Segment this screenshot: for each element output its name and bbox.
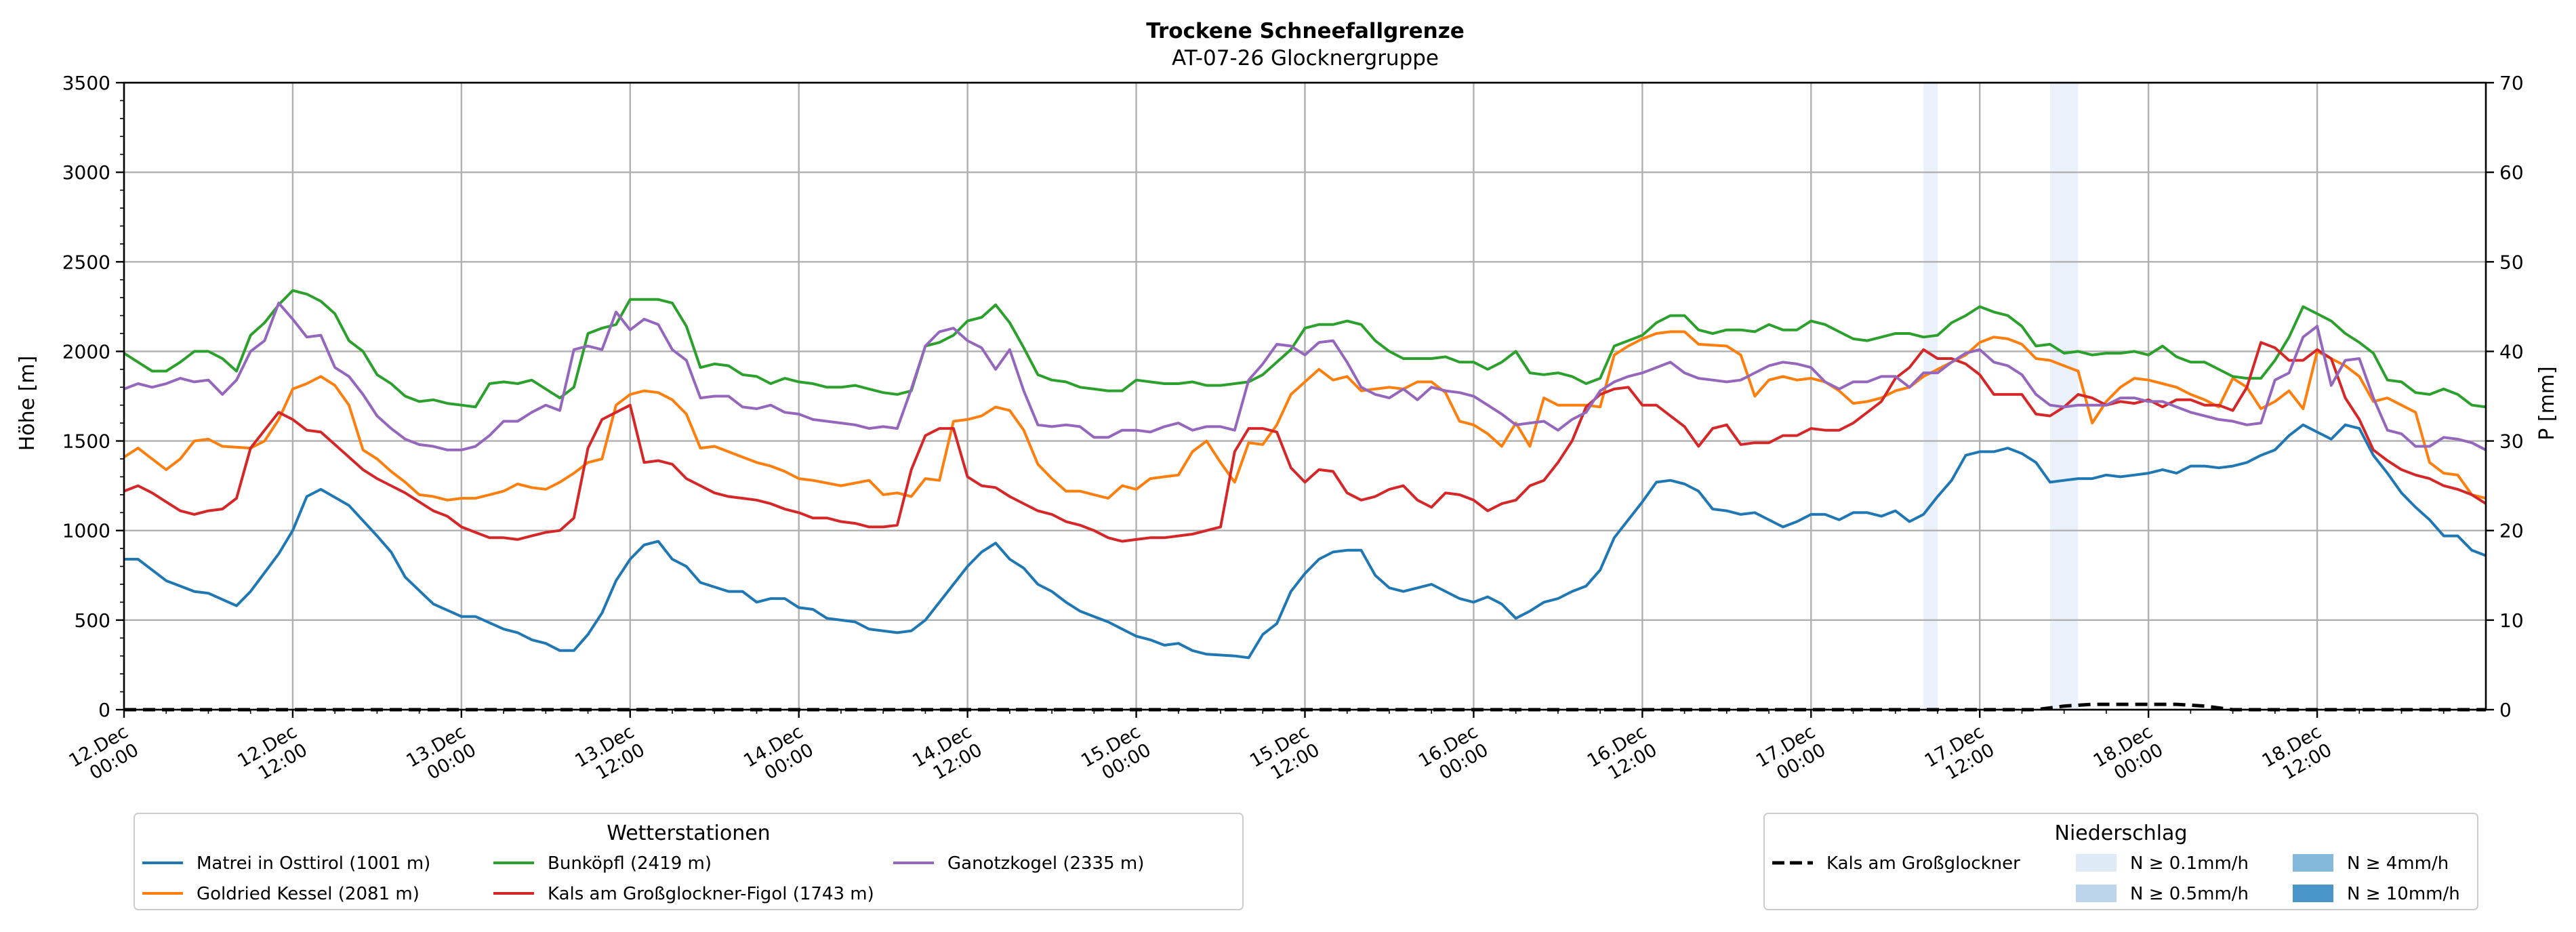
y-tick-label: 500 bbox=[75, 609, 110, 632]
y-right-tick-label: 50 bbox=[2499, 251, 2524, 273]
chart-title: Trockene Schneefallgrenze bbox=[1146, 19, 1465, 43]
legend-precip-swatch-0 bbox=[2076, 854, 2117, 872]
legend-precip-swatch-2 bbox=[2293, 854, 2333, 872]
y-tick-label: 0 bbox=[98, 699, 110, 721]
series-lines bbox=[123, 289, 2487, 712]
y-right-tick-label: 0 bbox=[2499, 699, 2512, 721]
legend-precip: Niederschlag Kals am Großglockner N ≥ 0.1m… bbox=[1763, 813, 2478, 910]
legend-precip-label-0: N ≥ 0.1mm/h bbox=[2130, 853, 2249, 874]
legend-precip-label-3: N ≥ 10mm/h bbox=[2347, 884, 2460, 904]
legend-stations-title: Wetterstationen bbox=[607, 822, 770, 845]
y-right-tick-label: 20 bbox=[2499, 520, 2524, 542]
legend-station-label-1: Goldried Kessel (2081 m) bbox=[197, 884, 420, 904]
precip-band-1 bbox=[2049, 83, 2079, 710]
y-tick-label: 2000 bbox=[62, 340, 110, 363]
y-right-tick-label: 30 bbox=[2499, 430, 2524, 453]
series-line-2 bbox=[123, 289, 2487, 409]
series-line-3 bbox=[123, 341, 2487, 543]
legend-stations-box bbox=[134, 813, 1244, 910]
series-line-4 bbox=[123, 302, 2487, 451]
legend-precip-swatch-1 bbox=[2076, 885, 2117, 902]
chart-subtitle: AT-07-26 Glocknergruppe bbox=[1172, 46, 1439, 70]
legend-precip-label-2: N ≥ 4mm/h bbox=[2347, 853, 2449, 874]
y-tick-label: 2500 bbox=[62, 251, 110, 273]
y-axis-label: Höhe [m] bbox=[16, 356, 39, 451]
legend-station-label-4: Ganotzkogel (2335 m) bbox=[947, 853, 1144, 874]
legend-precip-swatch-3 bbox=[2293, 885, 2333, 902]
legend-precip-label-1: N ≥ 0.5mm/h bbox=[2130, 884, 2249, 904]
y-tick-label: 3500 bbox=[62, 72, 110, 94]
series-line-0 bbox=[124, 423, 2487, 660]
y-tick-label: 1500 bbox=[62, 430, 110, 453]
legend-precip-title: Niederschlag bbox=[2055, 822, 2188, 845]
y-tick-label: 3000 bbox=[62, 161, 110, 184]
precip-bands bbox=[1923, 83, 2079, 710]
legend-station-label-3: Kals am Großglockner-Figol (1743 m) bbox=[548, 884, 874, 904]
legend-station-label-0: Matrei in Osttirol (1001 m) bbox=[197, 853, 430, 874]
y-right-tick-label: 40 bbox=[2499, 340, 2524, 363]
y-right-tick-label: 60 bbox=[2499, 161, 2524, 184]
y-right-tick-label: 70 bbox=[2499, 72, 2524, 94]
legend-precip-line-label: Kals am Großglockner bbox=[1826, 853, 2020, 874]
series-line-1 bbox=[123, 330, 2487, 502]
x-tick-label: 13.Dec12:00 bbox=[571, 721, 648, 790]
y-tick-label: 1000 bbox=[62, 520, 110, 542]
y-right-tick-label: 10 bbox=[2499, 609, 2524, 632]
legend-stations: Wetterstationen Matrei in Osttirol (1001 … bbox=[134, 813, 1244, 910]
legend-station-label-2: Bunköpfl (2419 m) bbox=[548, 853, 712, 874]
precip-band-0 bbox=[1923, 83, 1938, 710]
y-axis-right-label: P [mm] bbox=[2535, 366, 2559, 440]
